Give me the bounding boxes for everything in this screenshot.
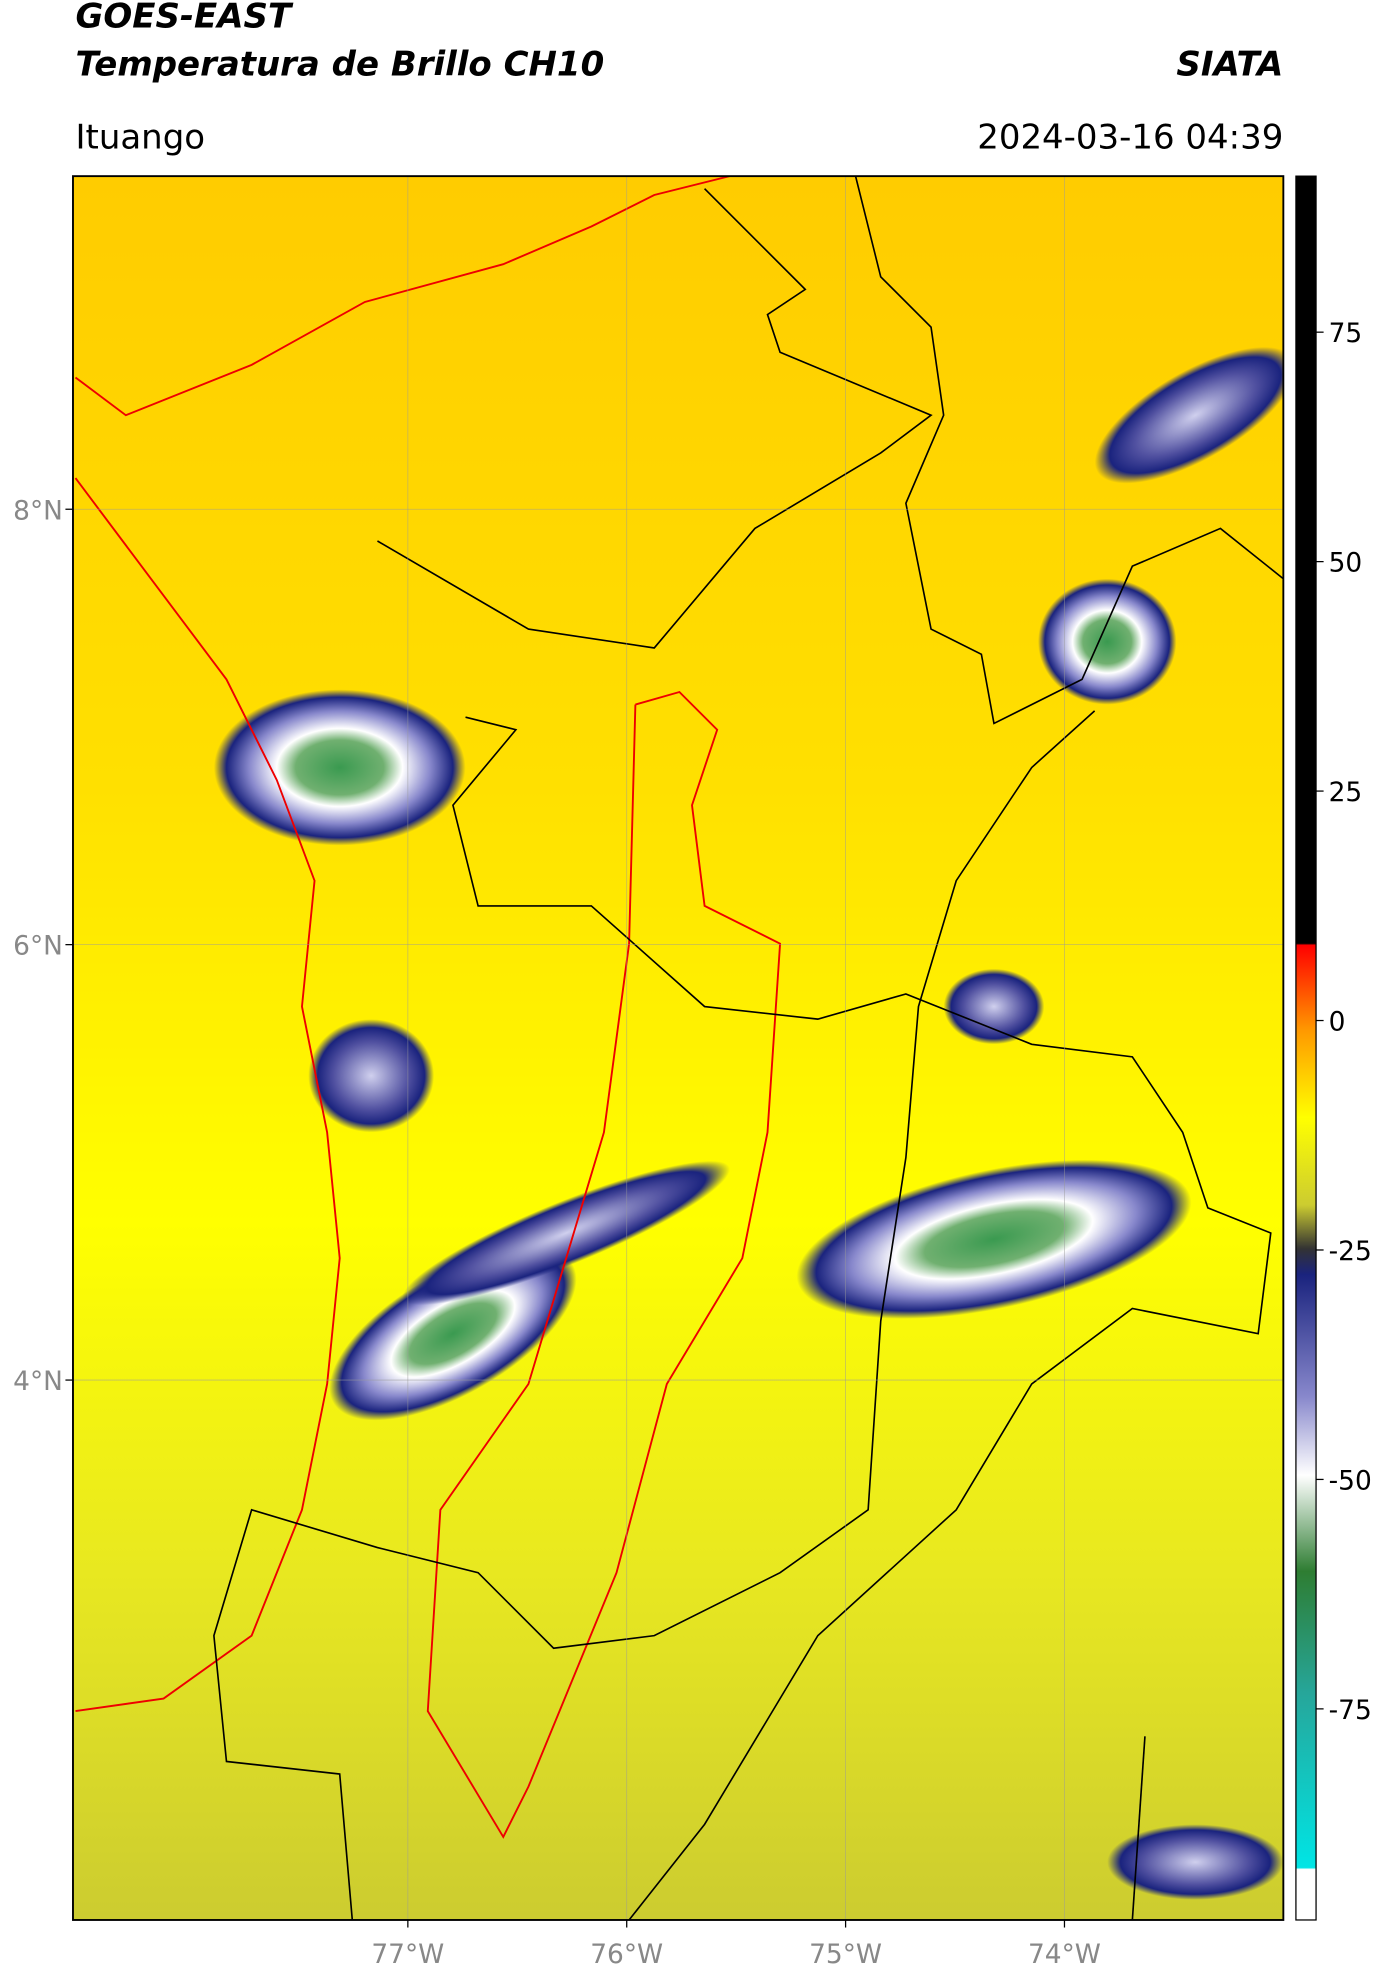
source: SIATA	[1176, 44, 1283, 84]
map-image	[72, 176, 1284, 1920]
boundary	[377, 188, 933, 649]
cloud	[1094, 346, 1284, 484]
x-tick-label: 76°W	[590, 1939, 663, 1970]
y-tick-label: 8°N	[13, 495, 63, 526]
background	[72, 176, 1284, 1920]
subtitle: Temperatura de Brillo CH10	[75, 44, 604, 84]
boundary	[1131, 1736, 1146, 1920]
colorbar-tick-label: 0	[1329, 1007, 1346, 1038]
cloud	[1107, 1824, 1284, 1900]
x-tick-label: 75°W	[809, 1939, 882, 1970]
cloud	[943, 968, 1045, 1045]
colorbar-tick-label: 50	[1329, 548, 1363, 579]
cloud	[213, 689, 466, 846]
boundary	[426, 690, 782, 1839]
coast	[74, 176, 730, 417]
cloud	[308, 1019, 435, 1133]
datetime: 2024-03-16 04:39	[977, 117, 1283, 157]
cloud	[796, 1159, 1192, 1319]
place: Ituango	[75, 117, 205, 157]
cloud	[329, 1246, 577, 1421]
y-tick-label: 4°N	[13, 1366, 63, 1397]
colorbar	[1295, 175, 1317, 1921]
cloud	[402, 1160, 730, 1306]
coast	[74, 477, 341, 1713]
x-tick-label: 74°W	[1028, 1939, 1101, 1970]
title: GOES-EAST	[75, 0, 293, 37]
boundary	[854, 176, 1284, 725]
colorbar-tick-label: -75	[1329, 1695, 1372, 1726]
y-tick-label: 6°N	[13, 931, 63, 962]
boundary	[213, 710, 1096, 1920]
cloud	[1037, 578, 1177, 705]
colorbar-tick-label: 25	[1329, 777, 1363, 808]
boundary	[452, 716, 1272, 1920]
colorbar-tick-label: -25	[1329, 1236, 1372, 1267]
colorbar-tick-label: 75	[1329, 318, 1363, 349]
map-frame	[72, 175, 1285, 1921]
colorbar-tick-label: -50	[1329, 1465, 1372, 1496]
x-tick-label: 77°W	[371, 1939, 444, 1970]
